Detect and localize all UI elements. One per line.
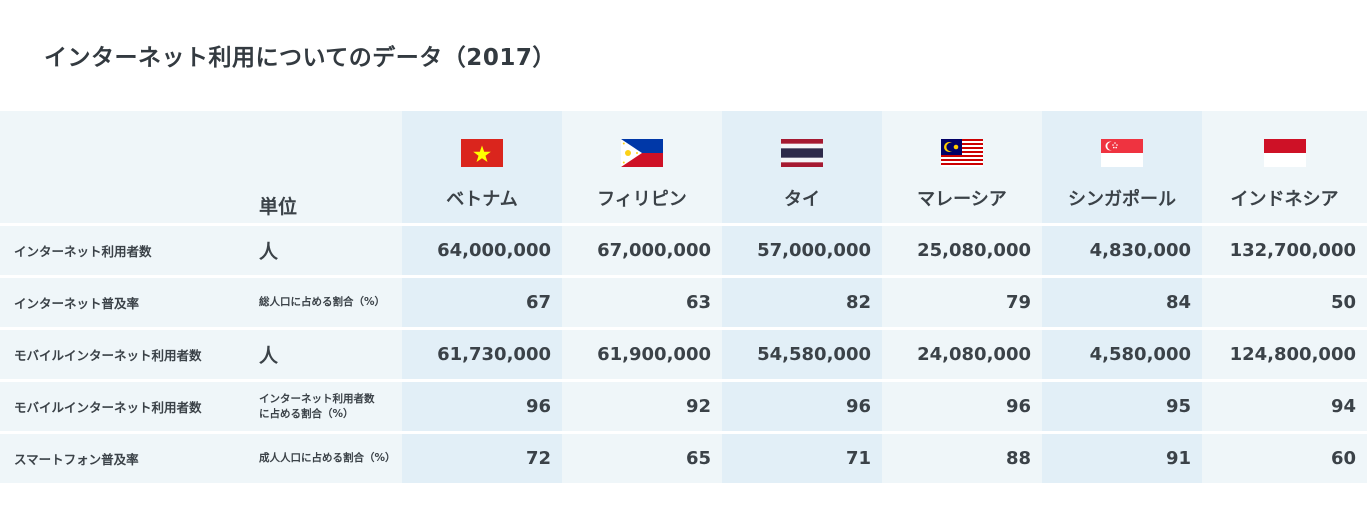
value-cell: 92 [562, 382, 722, 434]
value-cell: 64,000,000 [402, 226, 562, 278]
value-cell: 91 [1042, 434, 1202, 486]
vietnam-flag-icon [461, 139, 503, 167]
indonesia-flag-icon [1263, 139, 1306, 167]
value-cell: 95 [1042, 382, 1202, 434]
unit-cell: 人 [241, 226, 402, 278]
header-singapore: シンガポール [1042, 111, 1202, 226]
value-cell: 24,080,000 [882, 330, 1042, 382]
country-name-thailand: タイ [784, 189, 820, 210]
value-cell: 84 [1042, 278, 1202, 330]
country-name-indonesia: インドネシア [1230, 189, 1339, 210]
value-cell: 50 [1202, 278, 1367, 330]
header-vietnam: ベトナム [402, 111, 562, 226]
value-cell: 71 [722, 434, 882, 486]
unit-line: に占める割合（%） [259, 407, 354, 420]
country-name-malaysia: マレーシア [917, 189, 1007, 210]
value-cell: 60 [1202, 434, 1367, 486]
table-header-row: 単位 ベトナム [0, 111, 1367, 226]
table-row: インターネット利用者数 人 64,000,000 67,000,000 57,0… [0, 226, 1367, 278]
value-cell: 54,580,000 [722, 330, 882, 382]
value-cell: 25,080,000 [882, 226, 1042, 278]
header-malaysia: マレーシア [882, 111, 1042, 226]
unit-cell: 成人人口に占める割合（%） [241, 434, 402, 486]
header-label-cell [0, 111, 241, 226]
unit-line: インターネット利用者数 [259, 392, 375, 405]
table-row: スマートフォン普及率 成人人口に占める割合（%） 72 65 71 88 91 … [0, 434, 1367, 486]
value-cell: 96 [402, 382, 562, 434]
unit-cell: 人 [241, 330, 402, 382]
value-cell: 72 [402, 434, 562, 486]
value-cell: 124,800,000 [1202, 330, 1367, 382]
value-cell: 57,000,000 [722, 226, 882, 278]
header-thailand: タイ [722, 111, 882, 226]
country-name-vietnam: ベトナム [446, 189, 518, 210]
value-cell: 94 [1202, 382, 1367, 434]
internet-usage-table: 単位 ベトナム [0, 111, 1367, 486]
value-cell: 67,000,000 [562, 226, 722, 278]
table-row: インターネット普及率 総人口に占める割合（%） 67 63 82 79 84 5… [0, 278, 1367, 330]
value-cell: 61,900,000 [562, 330, 722, 382]
malaysia-flag-icon [941, 139, 983, 167]
value-cell: 61,730,000 [402, 330, 562, 382]
table-row: モバイルインターネット利用者数 インターネット利用者数 に占める割合（%） 96… [0, 382, 1367, 434]
page-title: インターネット利用についてのデータ（2017） [44, 45, 556, 71]
header-indonesia: インドネシア [1202, 111, 1367, 226]
table-row: モバイルインターネット利用者数 人 61,730,000 61,900,000 … [0, 330, 1367, 382]
row-label: インターネット普及率 [0, 278, 241, 330]
value-cell: 4,830,000 [1042, 226, 1202, 278]
row-label: スマートフォン普及率 [0, 434, 241, 486]
country-name-philippines: フィリピン [597, 189, 687, 210]
header-unit-cell: 単位 [241, 111, 402, 226]
value-cell: 4,580,000 [1042, 330, 1202, 382]
value-cell: 96 [882, 382, 1042, 434]
row-label: モバイルインターネット利用者数 [0, 382, 241, 434]
unit-cell: 総人口に占める割合（%） [241, 278, 402, 330]
value-cell: 82 [722, 278, 882, 330]
singapore-flag-icon [1101, 139, 1143, 167]
value-cell: 96 [722, 382, 882, 434]
country-name-singapore: シンガポール [1068, 189, 1176, 210]
value-cell: 65 [562, 434, 722, 486]
row-label: インターネット利用者数 [0, 226, 241, 278]
value-cell: 88 [882, 434, 1042, 486]
unit-column-header: 単位 [259, 196, 298, 218]
thailand-flag-icon [781, 139, 823, 167]
value-cell: 63 [562, 278, 722, 330]
value-cell: 132,700,000 [1202, 226, 1367, 278]
philippines-flag-icon [621, 139, 663, 167]
unit-cell: インターネット利用者数 に占める割合（%） [241, 382, 402, 434]
header-philippines: フィリピン [562, 111, 722, 226]
row-label: モバイルインターネット利用者数 [0, 330, 241, 382]
value-cell: 79 [882, 278, 1042, 330]
value-cell: 67 [402, 278, 562, 330]
